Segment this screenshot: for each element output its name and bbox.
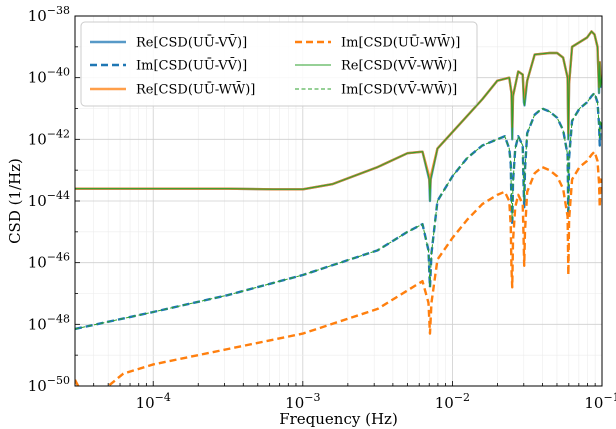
series-line-4	[75, 150, 602, 386]
legend-box	[80, 21, 478, 107]
y-axis-label: CSD (1/Hz)	[6, 158, 24, 244]
legend-label-5: Re[CSD(VV̄-WW̄)]	[341, 57, 457, 73]
legend: Re[CSD(UŪ-VV̄)] Im[CSD(UŪ-VV̄)] Re[CSD(UŪ-…	[80, 21, 478, 107]
axis-ticks	[74, 15, 603, 387]
legend-label-3: Re[CSD(UŪ-WW̄)]	[136, 81, 255, 97]
series-line-6	[75, 92, 602, 330]
legend-label-1: Re[CSD(UŪ-VV̄)]	[136, 34, 247, 50]
x-axis-label: Frequency (Hz)	[279, 410, 398, 428]
series-layer	[75, 30, 602, 386]
series-line-5	[75, 30, 602, 202]
legend-label-2: Im[CSD(UŪ-VV̄)]	[136, 57, 247, 73]
legend-label-6: Im[CSD(VV̄-WW̄)]	[341, 81, 457, 97]
legend-label-4: Im[CSD(UŪ-WW̄)]	[341, 34, 460, 50]
